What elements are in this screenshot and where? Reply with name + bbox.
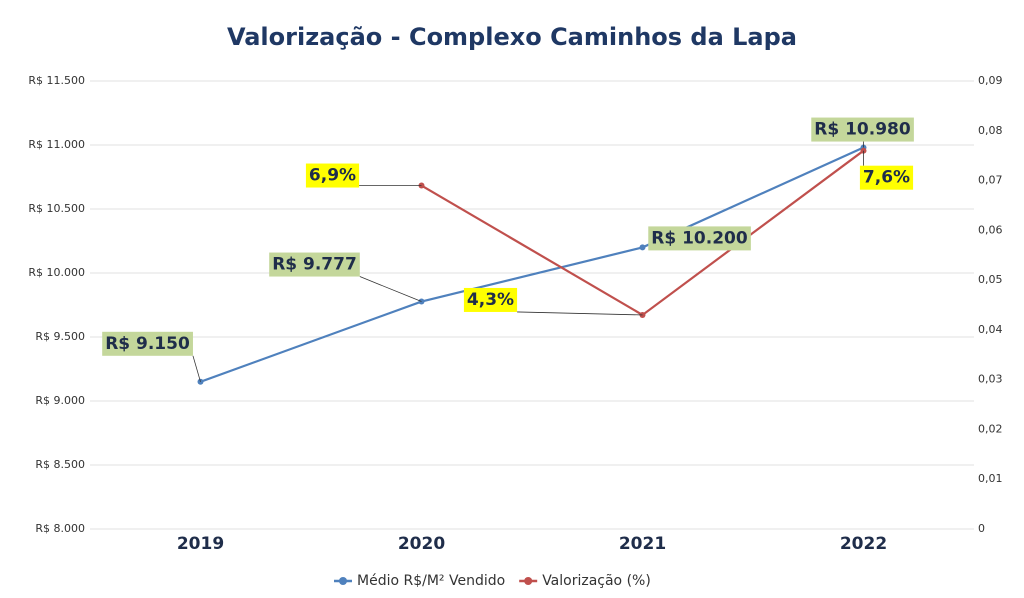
legend-label: Médio R$/M² Vendido	[357, 573, 505, 589]
data-label: 4,3%	[467, 290, 514, 310]
series-line	[200, 146, 864, 383]
y-tick-label: R$ 9.500	[35, 330, 85, 343]
y2-tick-label: 0,02	[978, 422, 1003, 435]
data-label: 6,9%	[309, 166, 356, 186]
x-tick-label: 2022	[840, 534, 887, 554]
y-tick-label: R$ 8.000	[35, 522, 85, 535]
data-label: R$ 10.980	[814, 120, 911, 140]
data-label-bg	[811, 117, 914, 142]
leader-line	[517, 311, 643, 316]
x-tick-label: 2020	[398, 534, 445, 554]
y2-tick-label: 0,07	[978, 174, 1003, 187]
y2-tick-label: 0,01	[978, 472, 1003, 485]
data-label-bg	[305, 163, 360, 188]
chart-title: Valorização - Complexo Caminhos da Lapa	[227, 23, 797, 51]
y2-tick-label: 0,03	[978, 373, 1003, 386]
data-label: R$ 10.200	[651, 228, 748, 248]
data-label-bg	[859, 165, 914, 190]
leader-line	[359, 276, 422, 302]
y-tick-label: R$ 11.500	[28, 74, 85, 87]
y2-tick-label: 0,06	[978, 223, 1003, 236]
y-tick-label: R$ 10.000	[28, 266, 85, 279]
data-label-bg	[269, 252, 360, 277]
legend-label: Valorização (%)	[542, 573, 651, 589]
legend-marker	[339, 577, 347, 585]
y-tick-label: R$ 11.000	[28, 138, 85, 151]
data-label-bg	[102, 331, 193, 356]
data-label: 7,6%	[863, 168, 910, 188]
y2-tick-label: 0,04	[978, 323, 1003, 336]
y2-tick-label: 0	[978, 522, 985, 535]
data-label: R$ 9.777	[272, 255, 357, 275]
data-label: R$ 9.150	[105, 334, 190, 354]
y-tick-label: R$ 8.500	[35, 458, 85, 471]
x-tick-label: 2019	[177, 534, 224, 554]
y-tick-label: R$ 10.500	[28, 202, 85, 215]
y2-tick-label: 0,08	[978, 124, 1003, 137]
y2-tick-label: 0,05	[978, 273, 1003, 286]
y-tick-label: R$ 9.000	[35, 394, 85, 407]
legend-marker	[524, 577, 533, 585]
point	[639, 244, 646, 251]
x-tick-label: 2021	[619, 534, 666, 554]
leader-line	[192, 355, 201, 382]
y2-tick-label: 0,09	[978, 74, 1003, 87]
data-label-bg	[463, 287, 518, 312]
data-label-bg	[648, 226, 751, 251]
